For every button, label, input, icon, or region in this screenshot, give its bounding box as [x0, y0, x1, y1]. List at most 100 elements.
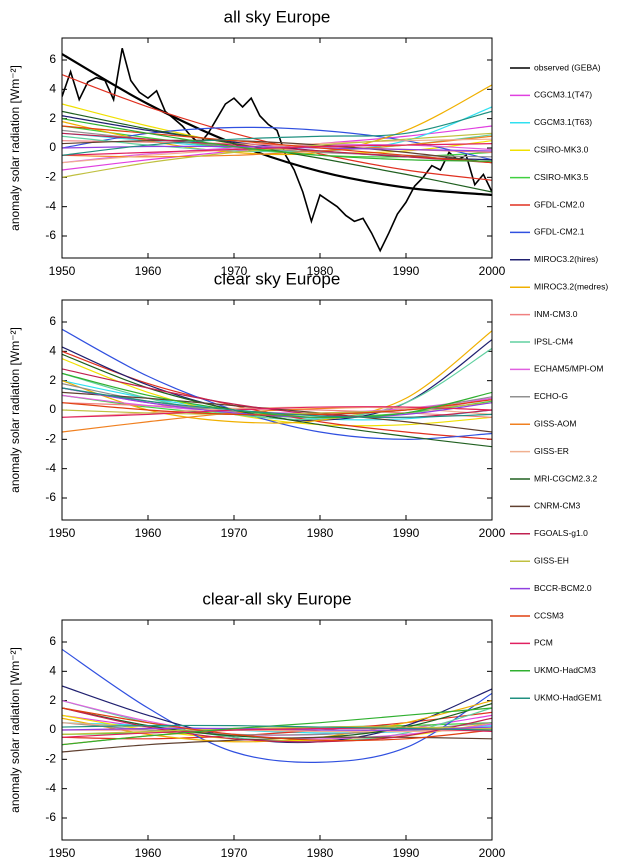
y-tick-label: -6: [45, 810, 56, 824]
series-line: [62, 53, 492, 197]
series-line: [62, 707, 492, 742]
series-line: [62, 110, 492, 156]
y-tick-label: -6: [45, 490, 56, 504]
series-line: [62, 139, 492, 164]
series-line: [62, 726, 492, 735]
y-tick-label: 4: [49, 344, 56, 358]
y-tick-label: 4: [49, 82, 56, 96]
legend-label: ECHO-G: [534, 391, 568, 401]
plot-frame: [61, 37, 493, 259]
y-tick-label: 4: [49, 664, 56, 678]
x-tick-label: 1960: [135, 846, 162, 859]
series-line: [62, 406, 492, 418]
series-line: [62, 125, 492, 164]
legend-label: GISS-AOM: [534, 418, 577, 428]
y-tick-label: -4: [45, 461, 56, 475]
series-line: [62, 648, 492, 764]
y-axis-label: anomaly solar radiation [Wm⁻²]: [8, 327, 22, 493]
legend-label: MRI-CGCM2.3.2: [534, 473, 598, 483]
x-tick-label: 2000: [479, 264, 506, 278]
x-tick-label: 2000: [479, 526, 506, 540]
series-line: [62, 350, 492, 440]
y-tick-label: -2: [45, 752, 56, 766]
x-tick-label: 2000: [479, 846, 506, 859]
y-tick-label: -6: [45, 228, 56, 242]
series-line: [62, 110, 492, 193]
series-line: [62, 711, 492, 740]
x-tick-label: 1950: [49, 846, 76, 859]
y-tick-label: 0: [49, 140, 56, 154]
series-line: [62, 118, 492, 162]
x-tick-label: 1970: [221, 264, 248, 278]
legend-label: CGCM3.1(T63): [534, 117, 592, 127]
y-axis-label: anomaly solar radiation [Wm⁻²]: [8, 647, 22, 813]
legend-label: UKMO-HadCM3: [534, 665, 596, 675]
legend-label: IPSL-CM4: [534, 336, 573, 346]
legend-label: GISS-EH: [534, 555, 569, 565]
y-tick-label: 2: [49, 693, 56, 707]
series-line: [62, 391, 492, 433]
plot-frame: [61, 299, 493, 521]
series-line: [62, 707, 492, 746]
legend-label: PCM: [534, 638, 553, 648]
panel-title: clear sky Europe: [214, 269, 341, 288]
y-tick-label: -4: [45, 781, 56, 795]
y-tick-label: 6: [49, 52, 56, 66]
x-tick-label: 1970: [221, 846, 248, 859]
legend-label: MIROC3.2(medres): [534, 281, 608, 291]
series-line: [62, 372, 492, 419]
panel-title: all sky Europe: [224, 7, 331, 26]
series-line: [62, 358, 492, 427]
y-tick-label: 2: [49, 373, 56, 387]
x-tick-label: 1950: [49, 264, 76, 278]
legend-label: CCSM3: [534, 610, 564, 620]
legend-label: observed (GEBA): [534, 62, 601, 72]
series-line: [62, 353, 492, 448]
y-tick-label: 0: [49, 722, 56, 736]
series-line: [62, 722, 492, 733]
series-line: [62, 387, 492, 418]
series-line: [62, 724, 492, 731]
panel-title: clear-all sky Europe: [202, 589, 351, 608]
legend-label: GFDL-CM2.1: [534, 227, 585, 237]
x-tick-label: 1980: [307, 846, 334, 859]
y-tick-label: 6: [49, 314, 56, 328]
series-line: [62, 135, 492, 158]
x-tick-label: 1970: [221, 526, 248, 540]
series-line: [62, 330, 492, 424]
series-line: [62, 138, 492, 164]
legend-label: GFDL-CM2.0: [534, 199, 585, 209]
legend-label: CNRM-CM3: [534, 501, 581, 511]
series-line: [62, 48, 492, 253]
y-tick-label: 0: [49, 402, 56, 416]
x-tick-label: 1980: [307, 526, 334, 540]
legend-label: UKMO-HadGEM1: [534, 692, 602, 702]
legend-label: ECHAM5/MPI-OM: [534, 364, 603, 374]
legend-label: INM-CM3.0: [534, 309, 578, 319]
series-line: [62, 387, 492, 418]
legend-label: CGCM3.1(T47): [534, 90, 592, 100]
legend-label: BCCR-BCM2.0: [534, 583, 592, 593]
series-line: [62, 143, 492, 156]
series-line: [62, 126, 492, 161]
x-tick-label: 1990: [393, 846, 420, 859]
x-tick-label: 1960: [135, 526, 162, 540]
x-tick-label: 1990: [393, 526, 420, 540]
legend-label: MIROC3.2(hires): [534, 254, 598, 264]
legend-label: GISS-ER: [534, 446, 569, 456]
y-tick-label: -2: [45, 432, 56, 446]
x-tick-label: 1950: [49, 526, 76, 540]
y-axis-label: anomaly solar radiation [Wm⁻²]: [8, 65, 22, 231]
legend-label: FGOALS-g1.0: [534, 528, 588, 538]
x-tick-label: 1990: [393, 264, 420, 278]
y-tick-label: 2: [49, 111, 56, 125]
x-tick-label: 1980: [307, 264, 334, 278]
series-line: [62, 145, 492, 152]
y-tick-label: 6: [49, 634, 56, 648]
legend-label: CSIRO-MK3.0: [534, 144, 589, 154]
legend-label: CSIRO-MK3.5: [534, 172, 589, 182]
plot-frame: [61, 619, 493, 841]
y-tick-label: -4: [45, 199, 56, 213]
x-tick-label: 1960: [135, 264, 162, 278]
